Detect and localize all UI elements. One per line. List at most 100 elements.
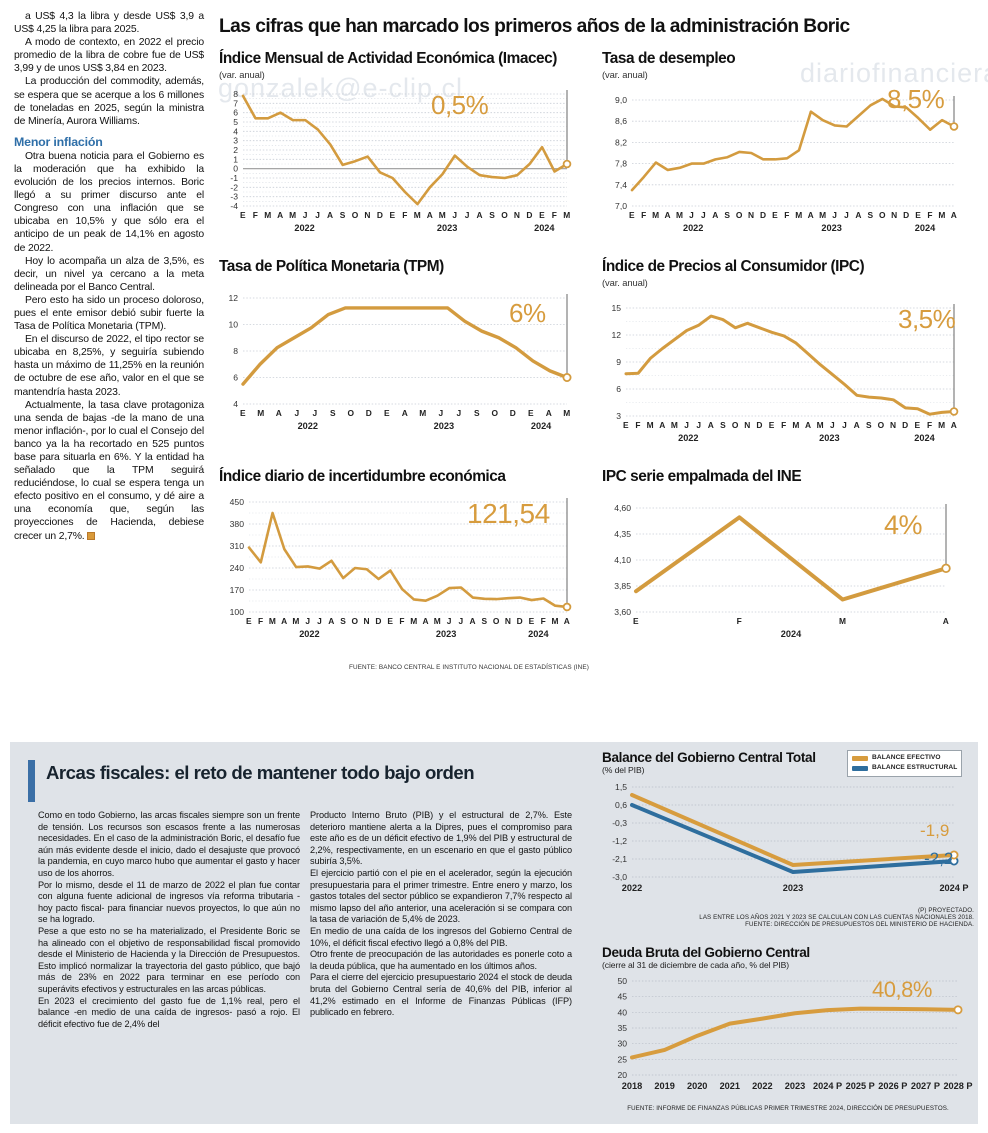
x-axis-tick-label: O	[493, 616, 500, 626]
x-axis-tick-label: M	[414, 210, 421, 220]
chart-title: Índice Mensual de Actividad Económica (I…	[219, 50, 557, 67]
x-axis-tick-label: M	[839, 616, 846, 626]
x-axis-tick-label: D	[526, 210, 532, 220]
chart-tpm: Tasa de Política Monetaria (TPM) 12 10 8 6 4…	[219, 258, 589, 450]
last-data-point	[949, 850, 959, 860]
chart-subtitle: (var. anual)	[602, 277, 648, 288]
x-axis-tick-label: J	[452, 210, 457, 220]
x-axis-tick-label: E	[387, 616, 393, 626]
x-axis-tick-label: 2021	[720, 1081, 740, 1091]
y-axis-tick-label: 100	[230, 607, 245, 617]
balance-svg: 1,5 0,6 -0,3 -1,2 -2,1 -3,0 2022 2023 2024 P	[612, 782, 968, 893]
x-axis-tick-label: M	[647, 420, 654, 430]
chart-ipc-empalmada: IPC serie empalmada del INE 4,60 4,35 4,10…	[602, 468, 980, 658]
legend-item-estructural: BALANCE ESTRUCTURAL	[852, 763, 957, 773]
x-axis-tick-label: F	[927, 420, 933, 430]
y-axis-tick-label: 3	[233, 136, 238, 146]
x-axis-tick-label: F	[258, 616, 264, 626]
x-axis-tick-label: E	[915, 210, 921, 220]
x-axis-tick-label: J	[465, 210, 470, 220]
x-axis-tick-label: E	[623, 420, 629, 430]
legend-label: BALANCE EFECTIVO	[872, 754, 941, 761]
x-axis-tick-label: F	[781, 420, 787, 430]
x-axis-tick-label: F	[927, 210, 933, 220]
tpm-svg: 12 10 8 6 4 E M A J J S O D E A M J J S O D E A M 2022 2023 2024	[228, 293, 572, 431]
y-axis-tick-label: 8,6	[615, 116, 627, 126]
x-axis-tick-label: A	[276, 408, 282, 418]
x-axis-year-label: 2022	[683, 223, 703, 233]
y-axis-tick-label: -1	[230, 173, 238, 183]
chart-legend: BALANCE EFECTIVO BALANCE ESTRUCTURAL	[847, 750, 963, 777]
x-axis-tick-label: A	[546, 408, 552, 418]
x-axis-tick-label: N	[748, 210, 754, 220]
y-axis-tick-label: 12	[228, 293, 238, 303]
x-axis-tick-label: F	[552, 210, 558, 220]
x-axis-tick-label: N	[364, 210, 370, 220]
paragraph: El ejercicio partió con el pie en el ace…	[310, 867, 572, 925]
y-axis-tick-label: 45	[617, 992, 627, 1002]
chart-highlight-value: 40,8%	[872, 977, 932, 1002]
y-axis-tick-label: 380	[230, 519, 245, 529]
x-axis-tick-label: O	[348, 408, 355, 418]
chart-source-note: FUENTE: BANCO CENTRAL E INSTITUTO NACION…	[348, 664, 589, 671]
x-axis-tick-label: A	[402, 408, 408, 418]
last-data-point	[562, 373, 572, 383]
x-axis-tick-label: O	[732, 420, 739, 430]
x-axis-tick-label: A	[855, 210, 861, 220]
x-axis-tick-label: F	[784, 210, 790, 220]
x-axis-tick-label: E	[528, 408, 534, 418]
x-axis-tick-label: J	[315, 210, 320, 220]
x-axis-tick-label: A	[805, 420, 811, 430]
y-axis-tick-label: -0,3	[612, 818, 627, 828]
x-axis-tick-label: E	[539, 210, 545, 220]
x-axis-tick-label: D	[902, 420, 908, 430]
x-axis-tick-label: S	[340, 210, 346, 220]
x-axis-tick-label: O	[501, 210, 508, 220]
x-axis-tick-label: S	[724, 210, 730, 220]
x-axis-tick-label: S	[868, 210, 874, 220]
chart-imacec: Índice Mensual de Actividad Económica (I…	[219, 50, 589, 257]
y-axis-tick-label: 12	[611, 330, 621, 340]
plot-area: 1,5 0,6 -0,3 -1,2 -2,1 -3,0 2022 2023 2024 P -1…	[602, 777, 974, 907]
x-axis-year-label: 2022	[299, 629, 319, 639]
x-axis-tick-label: A	[470, 616, 476, 626]
paragraph: Pese a que esto no se ha materializado, …	[38, 925, 300, 994]
chart-desempleo: Tasa de desempleo (var. anual) 9,0 8,6 8,2…	[602, 50, 980, 257]
plot-area: 50 45 40 35 30 25 20 2018 2019 2020 2021 2022 2023 2…	[602, 971, 974, 1105]
y-axis-tick-label: 4,10	[614, 555, 631, 565]
y-axis-tick-label: 50	[617, 976, 627, 986]
chart-subtitle: (cierre al 31 de diciembre de cada año, …	[602, 960, 790, 970]
x-axis-year-label: 2023	[819, 433, 839, 443]
x-axis-tick-label: 2018	[622, 1081, 642, 1091]
x-axis-year-label: 2024	[531, 421, 552, 431]
paragraph: Hoy lo acompaña un alza de 3,5%, es deci…	[14, 255, 204, 293]
x-axis-tick-label: N	[744, 420, 750, 430]
x-axis-year-label: 2022	[678, 433, 698, 443]
x-axis-tick-label: A	[328, 616, 334, 626]
x-axis-tick-label: 2028 P	[943, 1081, 972, 1091]
y-axis-tick-label: 240	[230, 563, 245, 573]
bottom-article-headline: Arcas fiscales: el reto de mantener todo…	[46, 762, 475, 783]
x-axis-tick-label: O	[736, 210, 743, 220]
x-axis-tick-label: M	[257, 408, 264, 418]
last-data-point	[562, 602, 572, 612]
x-axis-tick-label: E	[629, 210, 635, 220]
y-axis-tick-label: 25	[617, 1054, 627, 1064]
x-axis-tick-label: O	[352, 210, 359, 220]
y-axis-tick-label: 450	[230, 497, 245, 507]
chart-note-projected: (P) PROYECTADO.	[917, 907, 974, 914]
x-axis-tick-label: O	[352, 616, 359, 626]
chart-title: Tasa de Política Monetaria (TPM)	[219, 258, 444, 275]
last-data-point	[949, 122, 959, 131]
x-axis-tick-label: J	[317, 616, 322, 626]
y-axis-tick-label: 3	[616, 411, 621, 421]
y-axis-tick-label: 1	[233, 154, 238, 164]
x-axis-tick-label: E	[633, 616, 639, 626]
plot-area: 12 10 8 6 4 E M A J J S O D E A M J J S O D E A M 2022 2023 2024…	[219, 278, 589, 450]
x-axis-tick-label: S	[489, 210, 495, 220]
x-axis-tick-label: D	[377, 210, 383, 220]
y-axis-tick-label: 1,5	[615, 782, 627, 792]
x-axis-tick-label: A	[427, 210, 433, 220]
